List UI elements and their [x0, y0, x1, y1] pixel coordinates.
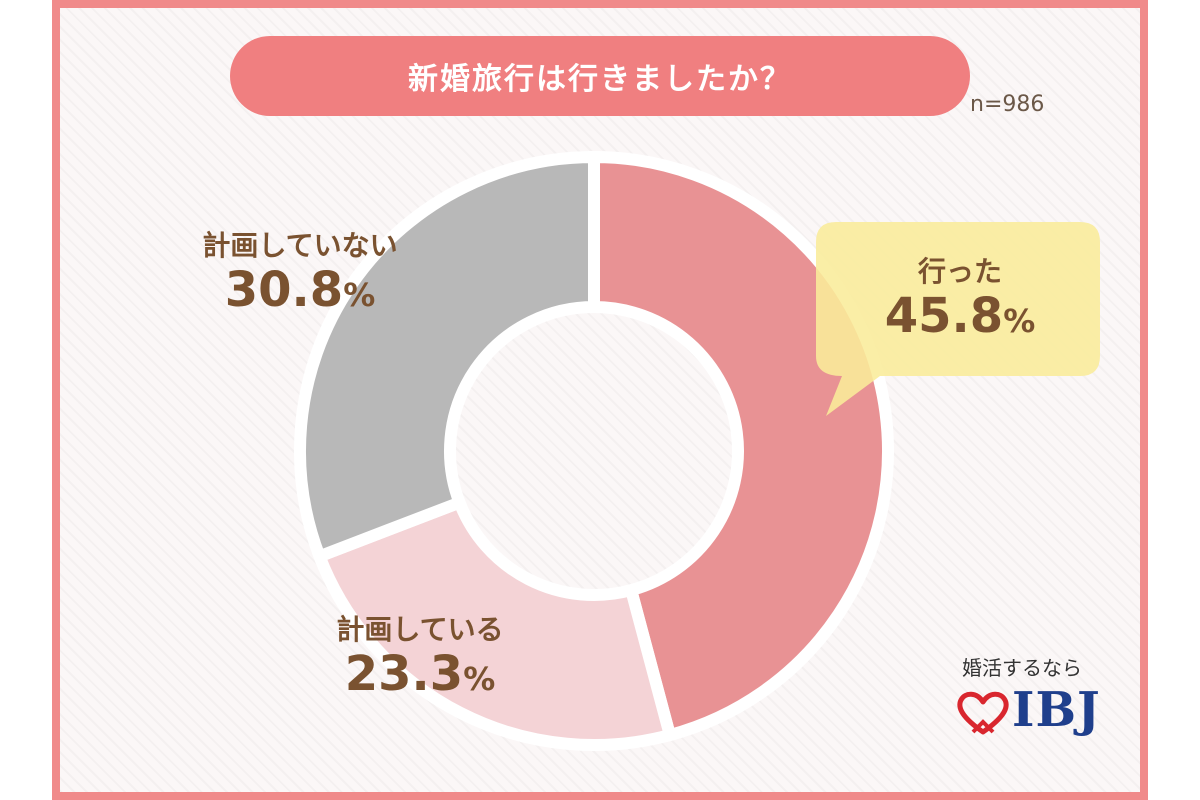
callout-bubble-went [816, 222, 1100, 416]
slice-label-not-planning: 計画していない 30.8% [180, 224, 420, 317]
brand-tagline: 婚活するなら [962, 656, 1082, 680]
slice-value: 23.3% [344, 646, 496, 702]
slice-name: 計画している [336, 613, 504, 646]
heart-logo-icon [957, 691, 1009, 735]
slice-name: 行った [917, 255, 1002, 288]
chart-title: 新婚旅行は行きましたか？ [408, 62, 792, 97]
sample-size: n=986 [970, 92, 1045, 117]
title-banner: 新婚旅行は行きましたか？ [230, 36, 970, 116]
donut-slice-not-planning [294, 150, 600, 565]
donut-slice-planning [311, 494, 678, 751]
chart-frame [52, 0, 1148, 800]
slice-label-went: 行った 45.8% [840, 250, 1080, 343]
brand-logo-text: IBJ [1012, 682, 1101, 738]
slice-name: 計画していない [202, 229, 398, 262]
slice-label-planning: 計画している 23.3% [300, 608, 540, 701]
slice-value: 30.8% [224, 262, 376, 318]
donut-slice-went [588, 150, 894, 743]
slice-value: 45.8% [884, 288, 1036, 344]
